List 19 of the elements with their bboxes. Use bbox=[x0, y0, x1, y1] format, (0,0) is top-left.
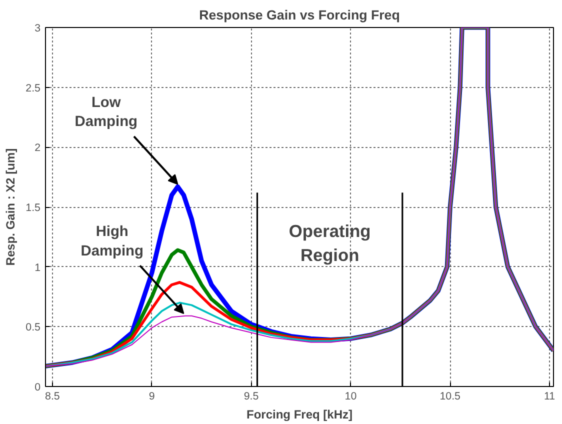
chart-title: Response Gain vs Forcing Freq bbox=[199, 8, 400, 22]
y-tick-label: 1 bbox=[34, 262, 41, 274]
x-tick-label: 9 bbox=[148, 390, 155, 402]
y-tick-label: 3 bbox=[34, 22, 41, 34]
x-axis-title: Forcing Freq [kHz] bbox=[246, 408, 353, 422]
y-tick-label: 2.5 bbox=[26, 82, 41, 94]
y-axis-title: Resp. Gain : X2 [um] bbox=[4, 148, 18, 266]
x-tick-label: 10 bbox=[344, 390, 357, 402]
x-tick-label: 11 bbox=[544, 390, 556, 402]
annotation: Operating Region bbox=[288, 220, 371, 265]
y-tick-label: 1.5 bbox=[26, 202, 41, 214]
x-tick-label: 9.5 bbox=[244, 390, 259, 402]
x-tick-label: 10.5 bbox=[440, 390, 461, 402]
y-tick-label: 0.5 bbox=[26, 322, 41, 334]
y-tick-label: 0 bbox=[34, 382, 41, 394]
x-tick-label: 8.5 bbox=[45, 390, 60, 402]
annotation: High Damping bbox=[80, 224, 144, 260]
y-tick-label: 2 bbox=[34, 142, 41, 154]
annotation: Low Damping bbox=[74, 94, 138, 130]
